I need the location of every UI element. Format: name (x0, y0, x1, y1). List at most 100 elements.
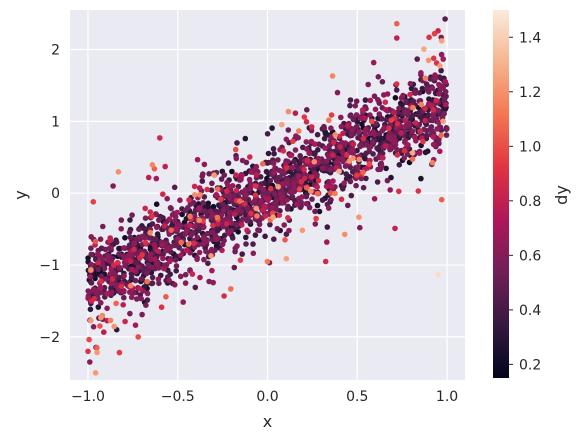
data-point (371, 196, 378, 202)
data-point (224, 204, 230, 211)
data-point (100, 223, 106, 230)
data-point (228, 220, 235, 226)
data-point (441, 110, 448, 117)
data-point (86, 289, 93, 296)
data-point (142, 239, 149, 246)
data-point (315, 147, 321, 153)
data-point (402, 109, 409, 116)
data-point (311, 159, 318, 165)
data-point (359, 107, 366, 113)
data-point (416, 90, 423, 96)
data-point (375, 96, 381, 103)
data-point (430, 141, 437, 148)
data-point (122, 318, 128, 325)
data-point (86, 336, 92, 343)
data-point (144, 290, 151, 297)
data-point (149, 280, 156, 287)
data-point (174, 209, 180, 216)
data-point (406, 122, 412, 128)
data-point (417, 128, 423, 135)
data-point (120, 253, 127, 260)
data-point (191, 183, 198, 190)
data-point (131, 240, 137, 246)
data-point (435, 271, 441, 278)
data-point (314, 131, 321, 138)
x-tick-label: −1.0 (71, 389, 105, 405)
data-point (280, 148, 287, 154)
data-point (87, 359, 93, 365)
data-point (232, 146, 239, 153)
data-point (393, 81, 400, 87)
data-point (282, 237, 288, 243)
data-point (128, 274, 135, 281)
data-point (366, 161, 373, 167)
data-point (121, 294, 127, 301)
data-point (187, 213, 193, 220)
data-point (328, 112, 335, 118)
data-point (438, 67, 444, 74)
data-point (252, 192, 259, 198)
x-axis-label: x (263, 412, 272, 431)
data-point (294, 201, 300, 208)
data-point (138, 295, 144, 302)
data-point (161, 223, 168, 229)
data-point (265, 197, 271, 204)
data-point (376, 111, 383, 117)
data-point (240, 216, 246, 222)
data-point (121, 245, 127, 251)
data-point (151, 256, 158, 262)
data-point (347, 113, 354, 119)
data-point (423, 132, 430, 139)
data-point (187, 222, 193, 229)
colorbar-label: dy (552, 185, 571, 205)
data-point (152, 236, 158, 242)
data-point (303, 119, 310, 125)
data-point (387, 187, 394, 193)
data-point (208, 187, 215, 193)
data-point (349, 169, 356, 175)
data-point (111, 323, 117, 330)
data-point (336, 168, 342, 175)
data-point (379, 116, 385, 122)
data-point (189, 271, 196, 277)
data-point (113, 239, 120, 245)
data-point (121, 273, 127, 279)
data-point (412, 90, 419, 96)
data-point (173, 226, 180, 232)
data-point (271, 169, 277, 176)
data-point (121, 288, 127, 294)
data-point (348, 192, 355, 199)
data-point (142, 205, 148, 212)
data-point (431, 30, 438, 37)
data-point (141, 225, 148, 232)
data-point (201, 224, 207, 230)
data-point (88, 245, 94, 251)
data-point (225, 160, 232, 166)
data-point (113, 300, 119, 307)
data-point (183, 247, 190, 254)
data-point (401, 147, 408, 154)
data-point (375, 115, 381, 122)
data-point (303, 200, 310, 207)
data-point (285, 127, 292, 133)
data-point (234, 243, 240, 249)
data-point (250, 241, 256, 247)
data-point (225, 182, 231, 189)
data-point (267, 177, 274, 184)
data-point (329, 183, 335, 190)
data-point (129, 266, 135, 273)
data-point (303, 193, 310, 200)
data-point (382, 99, 389, 105)
data-point (133, 259, 139, 266)
data-point (144, 270, 150, 277)
data-point (440, 118, 446, 125)
data-point (285, 108, 292, 115)
data-point (253, 172, 260, 178)
data-point (329, 73, 336, 79)
data-point (347, 178, 354, 185)
data-point (105, 254, 111, 260)
data-point (391, 109, 397, 116)
data-point (108, 285, 114, 291)
data-point (196, 217, 202, 224)
data-point (247, 154, 253, 160)
